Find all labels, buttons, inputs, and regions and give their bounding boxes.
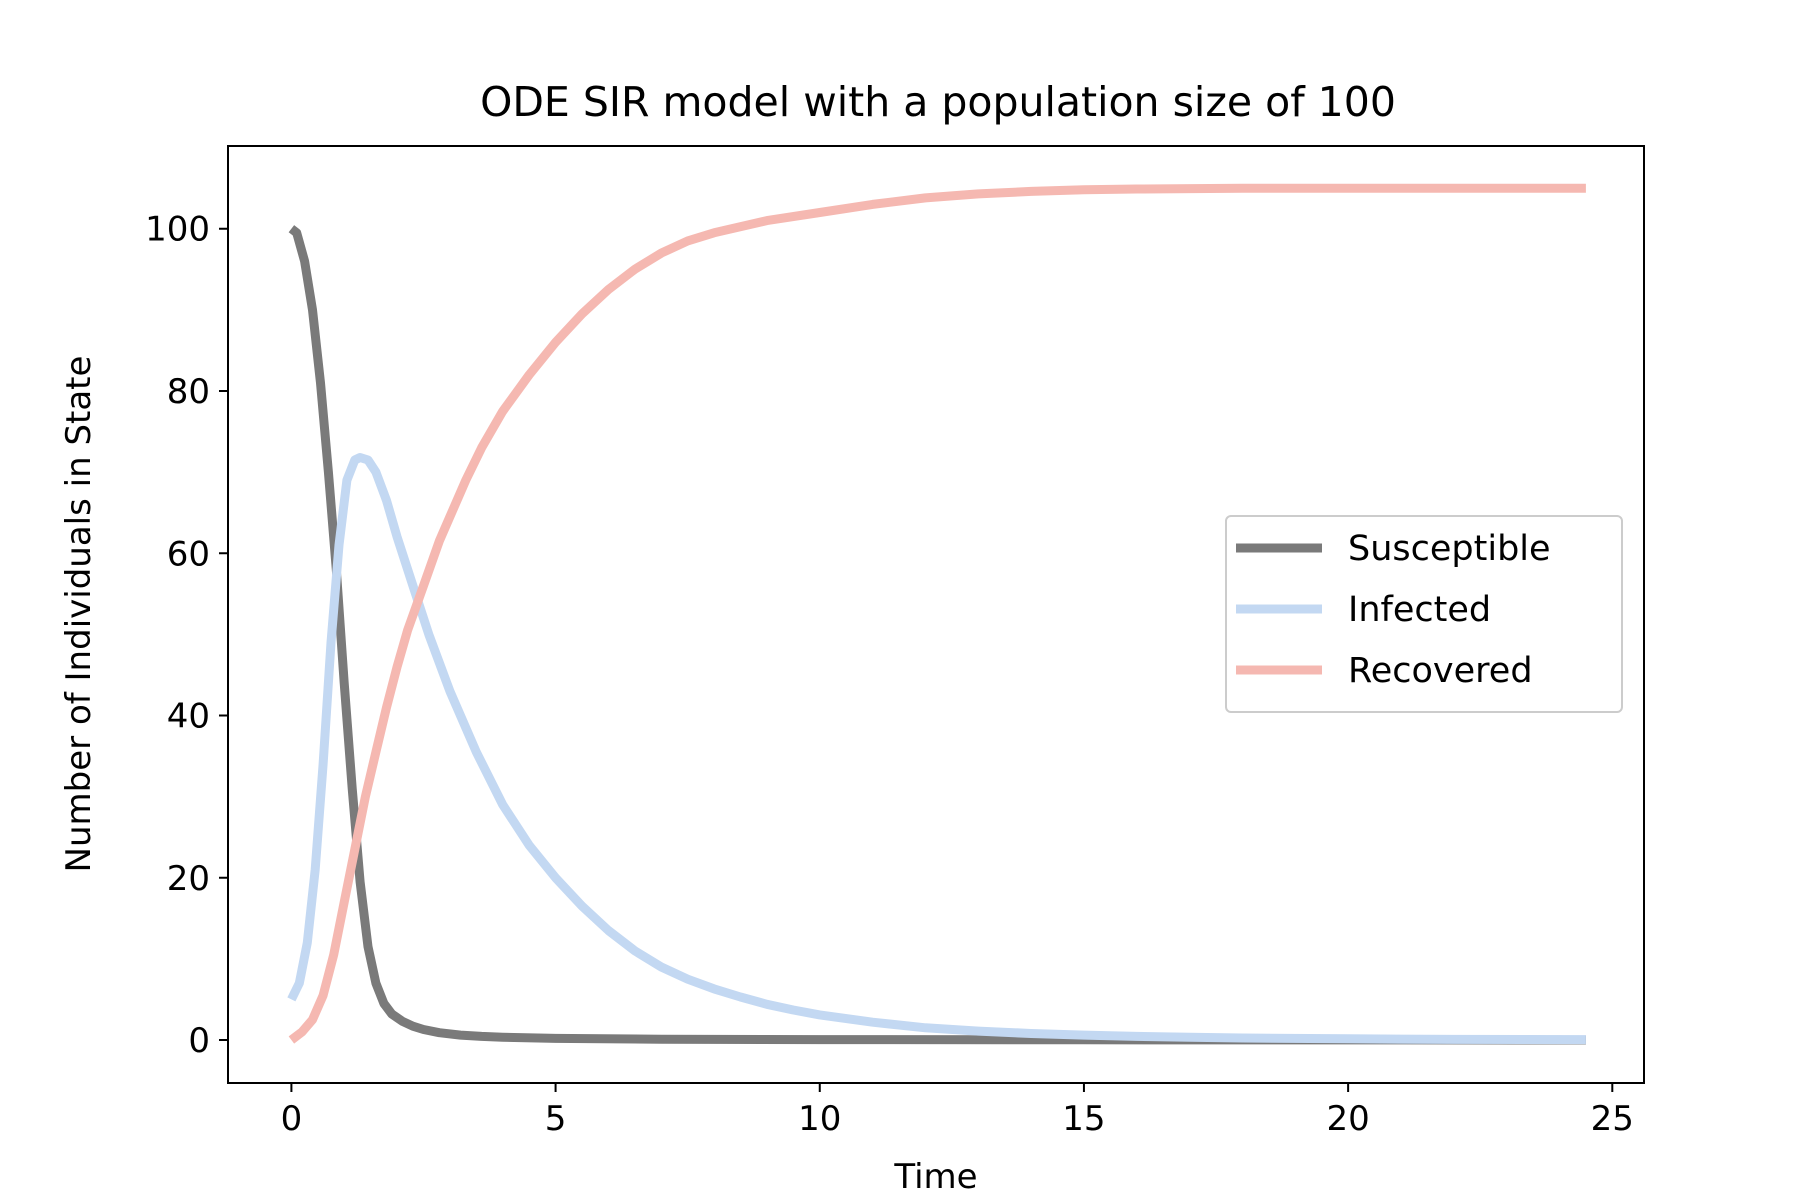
plot-frame [227, 145, 1645, 1084]
legend-label-susceptible: Susceptible [1348, 529, 1551, 569]
x-tick-label: 5 [545, 1099, 567, 1139]
x-axis-label: Time [893, 1157, 977, 1197]
y-tick-label: 80 [167, 372, 210, 412]
legend-label-recovered: Recovered [1348, 651, 1533, 691]
y-axis-ticks: 0 20 40 60 80 100 [145, 210, 228, 1061]
x-tick-label: 15 [1062, 1099, 1105, 1139]
x-tick-label: 0 [281, 1099, 303, 1139]
x-tick-label: 20 [1326, 1099, 1369, 1139]
x-axis-ticks: 0 5 10 15 20 25 [281, 1083, 1634, 1139]
y-tick-label: 40 [167, 697, 210, 737]
chart-title: ODE SIR model with a population size of … [480, 78, 1396, 126]
series-line-recovered [288, 183, 1586, 1044]
legend: Susceptible Infected Recovered [1225, 515, 1623, 713]
y-axis-label: Number of Individuals in State [59, 356, 99, 873]
plot-area [227, 145, 1645, 1084]
x-tick-label: 25 [1591, 1099, 1634, 1139]
y-tick-label: 60 [167, 534, 210, 574]
legend-frame [1225, 515, 1623, 713]
series-line-susceptible [288, 225, 1586, 1045]
series-line-infected [287, 453, 1586, 1045]
series-layer [287, 183, 1586, 1045]
x-tick-label: 10 [798, 1099, 841, 1139]
y-tick-label: 0 [188, 1021, 210, 1061]
legend-label-infected: Infected [1348, 590, 1491, 630]
y-tick-label: 100 [145, 210, 210, 250]
y-tick-label: 20 [167, 859, 210, 899]
